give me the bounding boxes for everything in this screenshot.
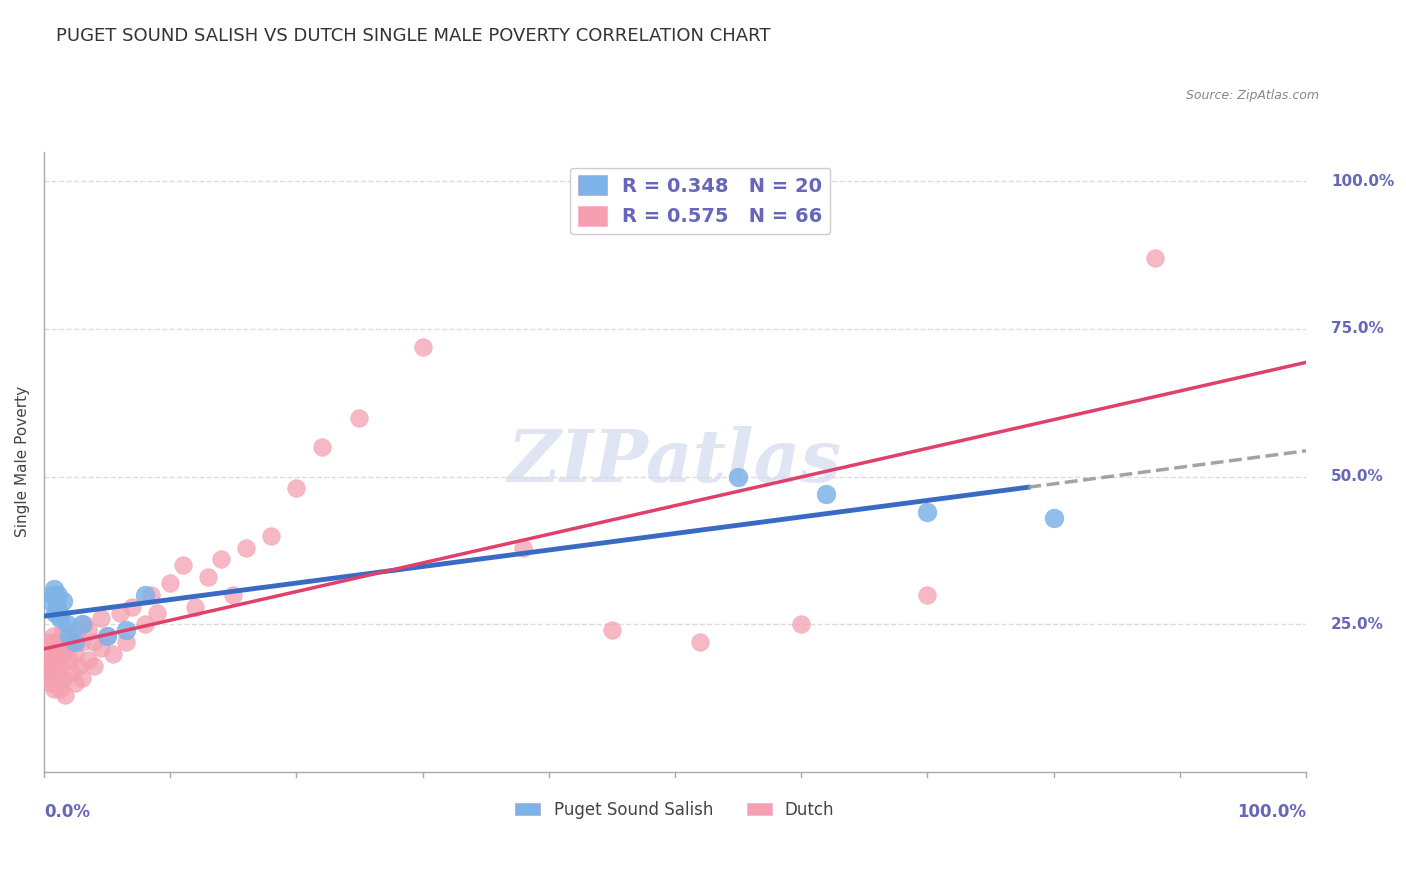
Point xyxy=(46,588,69,602)
Point xyxy=(44,635,66,649)
Point xyxy=(35,658,58,673)
Point xyxy=(58,629,80,643)
Text: 25.0%: 25.0% xyxy=(1331,617,1384,632)
Point xyxy=(172,558,194,573)
Point xyxy=(1143,251,1166,265)
Point xyxy=(134,588,156,602)
Y-axis label: Single Male Poverty: Single Male Poverty xyxy=(15,386,30,537)
Point xyxy=(45,665,67,679)
Point xyxy=(209,552,232,566)
Point xyxy=(96,629,118,643)
Point xyxy=(37,671,59,685)
Point xyxy=(103,647,125,661)
Point xyxy=(815,487,838,501)
Point xyxy=(48,635,70,649)
Point xyxy=(49,611,72,625)
Point xyxy=(73,617,96,632)
Point xyxy=(96,629,118,643)
Text: Source: ZipAtlas.com: Source: ZipAtlas.com xyxy=(1185,89,1319,102)
Point xyxy=(39,665,62,679)
Point xyxy=(55,640,77,655)
Point xyxy=(77,653,100,667)
Point xyxy=(41,588,63,602)
Point xyxy=(65,676,87,690)
Point xyxy=(512,541,534,555)
Point xyxy=(52,624,75,638)
Point xyxy=(65,635,87,649)
Point xyxy=(146,606,169,620)
Point xyxy=(41,676,63,690)
Point xyxy=(260,529,283,543)
Point xyxy=(83,635,105,649)
Point xyxy=(108,606,131,620)
Point xyxy=(412,340,434,354)
Point xyxy=(222,588,245,602)
Point xyxy=(83,658,105,673)
Point xyxy=(41,629,63,643)
Text: 100.0%: 100.0% xyxy=(1331,174,1395,189)
Point xyxy=(52,647,75,661)
Point xyxy=(159,576,181,591)
Legend: Puget Sound Salish, Dutch: Puget Sound Salish, Dutch xyxy=(509,795,841,826)
Point xyxy=(917,588,939,602)
Text: 75.0%: 75.0% xyxy=(1331,321,1384,336)
Point xyxy=(38,635,60,649)
Point xyxy=(70,635,93,649)
Point xyxy=(44,606,66,620)
Point xyxy=(58,635,80,649)
Point xyxy=(39,653,62,667)
Point xyxy=(41,640,63,655)
Point xyxy=(42,647,65,661)
Point xyxy=(45,599,67,614)
Point xyxy=(90,611,112,625)
Text: PUGET SOUND SALISH VS DUTCH SINGLE MALE POVERTY CORRELATION CHART: PUGET SOUND SALISH VS DUTCH SINGLE MALE … xyxy=(56,27,770,45)
Point xyxy=(42,582,65,596)
Point xyxy=(115,635,138,649)
Point xyxy=(727,469,749,483)
Point xyxy=(48,606,70,620)
Point xyxy=(689,635,711,649)
Text: 100.0%: 100.0% xyxy=(1237,803,1306,821)
Point xyxy=(285,482,308,496)
Point xyxy=(39,593,62,607)
Point xyxy=(790,617,813,632)
Point xyxy=(45,653,67,667)
Point xyxy=(70,671,93,685)
Point xyxy=(184,599,207,614)
Point xyxy=(349,410,371,425)
Text: ZIPatlas: ZIPatlas xyxy=(508,426,842,498)
Point xyxy=(77,624,100,638)
Point xyxy=(49,658,72,673)
Point xyxy=(121,599,143,614)
Point xyxy=(67,658,90,673)
Point xyxy=(90,640,112,655)
Point xyxy=(197,570,219,584)
Point xyxy=(115,624,138,638)
Point xyxy=(311,440,333,454)
Point xyxy=(38,647,60,661)
Point xyxy=(55,617,77,632)
Point xyxy=(600,624,623,638)
Point xyxy=(52,593,75,607)
Point xyxy=(134,617,156,632)
Point xyxy=(49,682,72,697)
Point xyxy=(58,653,80,667)
Point xyxy=(53,688,76,702)
Point xyxy=(70,617,93,632)
Point xyxy=(141,588,163,602)
Point xyxy=(65,647,87,661)
Point xyxy=(60,665,83,679)
Point xyxy=(42,682,65,697)
Text: 0.0%: 0.0% xyxy=(44,803,90,821)
Point xyxy=(235,541,257,555)
Point xyxy=(917,505,939,519)
Point xyxy=(60,624,83,638)
Point xyxy=(53,671,76,685)
Point xyxy=(46,671,69,685)
Text: 50.0%: 50.0% xyxy=(1331,469,1384,484)
Point xyxy=(1042,511,1064,525)
Point xyxy=(41,658,63,673)
